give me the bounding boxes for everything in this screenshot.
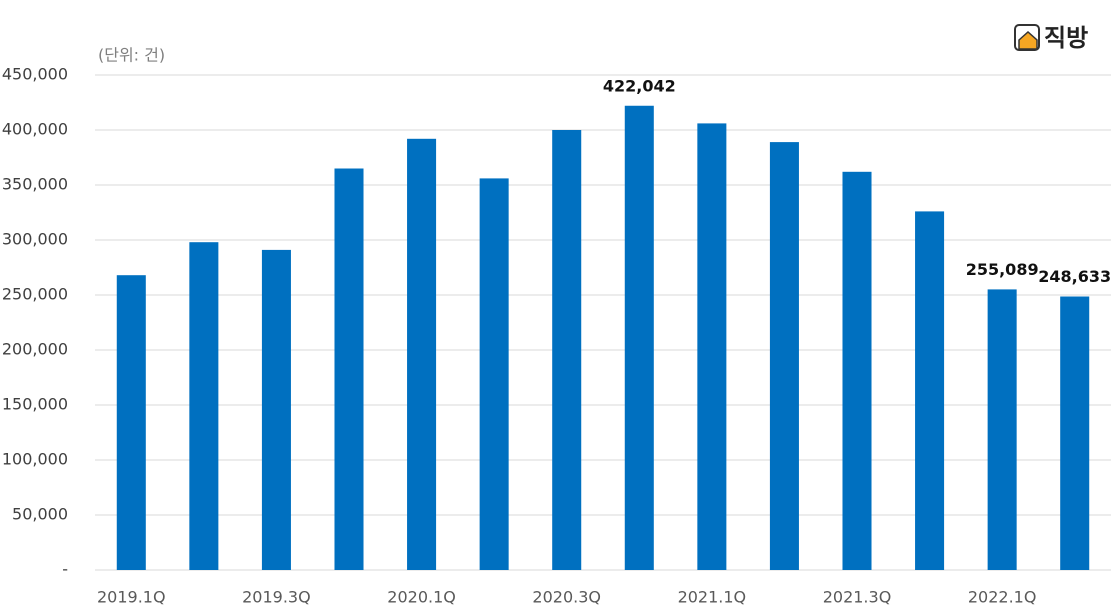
bar xyxy=(334,168,364,570)
x-tick-label: 2021.1Q xyxy=(678,588,747,607)
data-label: 248,633 xyxy=(1038,267,1111,286)
x-tick-label: 2019.1Q xyxy=(97,588,166,607)
bar xyxy=(479,178,509,570)
y-tick-label: 300,000 xyxy=(2,230,68,249)
y-tick-label: 100,000 xyxy=(2,450,68,469)
logo-house xyxy=(1018,30,1038,50)
y-tick-label: 250,000 xyxy=(2,285,68,304)
bar xyxy=(624,105,654,571)
bar xyxy=(987,289,1017,570)
bar xyxy=(1060,296,1090,570)
bar xyxy=(769,142,799,570)
bar xyxy=(915,211,945,570)
x-tick-label: 2020.1Q xyxy=(387,588,456,607)
chart-subtitle: (단위: 건) xyxy=(98,46,165,65)
y-tick-label: 150,000 xyxy=(2,395,68,414)
y-tick-label: 450,000 xyxy=(2,65,68,84)
bar xyxy=(842,171,872,571)
bar xyxy=(697,123,727,571)
brand-logo: 직방 xyxy=(1014,24,1088,52)
x-tick-label: 2019.3Q xyxy=(242,588,311,607)
y-tick-label: 50,000 xyxy=(12,505,68,524)
bar xyxy=(407,138,437,571)
bar xyxy=(189,242,219,570)
y-tick-label: - xyxy=(62,560,68,579)
y-tick-label: 400,000 xyxy=(2,120,68,139)
data-label: 255,089 xyxy=(966,260,1039,279)
bar xyxy=(261,249,291,570)
brand-name: 직방 xyxy=(1044,24,1088,52)
y-tick-label: 200,000 xyxy=(2,340,68,359)
x-tick-label: 2021.3Q xyxy=(823,588,892,607)
y-tick-label: 350,000 xyxy=(2,175,68,194)
data-label: 422,042 xyxy=(603,76,676,95)
x-tick-label: 2022.1Q xyxy=(968,588,1037,607)
x-tick-label: 2020.3Q xyxy=(532,588,601,607)
bar xyxy=(552,130,582,570)
bar xyxy=(116,275,146,570)
